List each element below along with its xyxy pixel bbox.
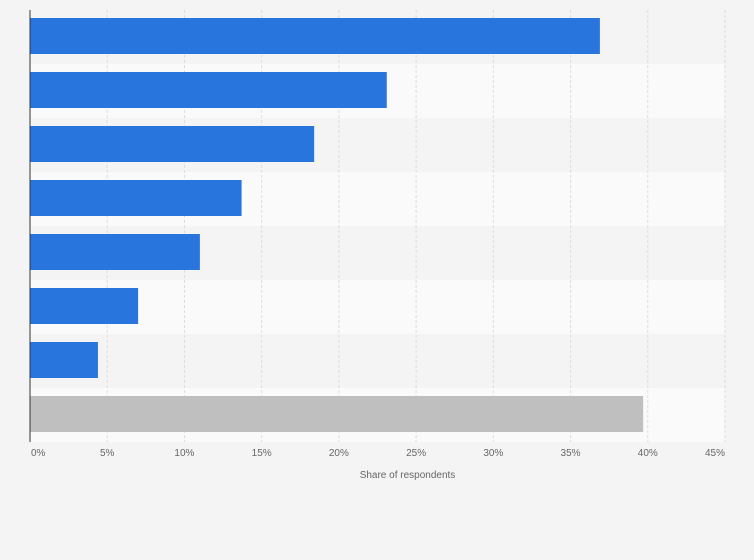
x-axis-title: Share of respondents [360,470,456,481]
row-band [30,280,725,334]
bar [30,72,387,108]
bar [30,126,315,162]
x-tick-label: 0% [31,448,46,459]
bar [30,342,98,378]
x-tick-label: 10% [174,448,194,459]
x-tick-label: 40% [638,448,658,459]
bars [30,18,644,432]
bar [30,18,600,54]
bar [30,288,139,324]
x-tick-label: 5% [100,448,115,459]
bar [30,180,242,216]
x-tick-label: 25% [406,448,426,459]
x-tick-label: 30% [483,448,503,459]
x-tick-labels: 0% 5% 10% 15% 20% 25% 30% 35% 40% 45% [31,448,725,459]
bar [30,234,200,270]
x-tick-label: 35% [561,448,581,459]
x-tick-label: 45% [705,448,725,459]
row-band [30,334,725,388]
bar [30,396,644,432]
x-tick-label: 20% [329,448,349,459]
x-tick-label: 15% [252,448,272,459]
